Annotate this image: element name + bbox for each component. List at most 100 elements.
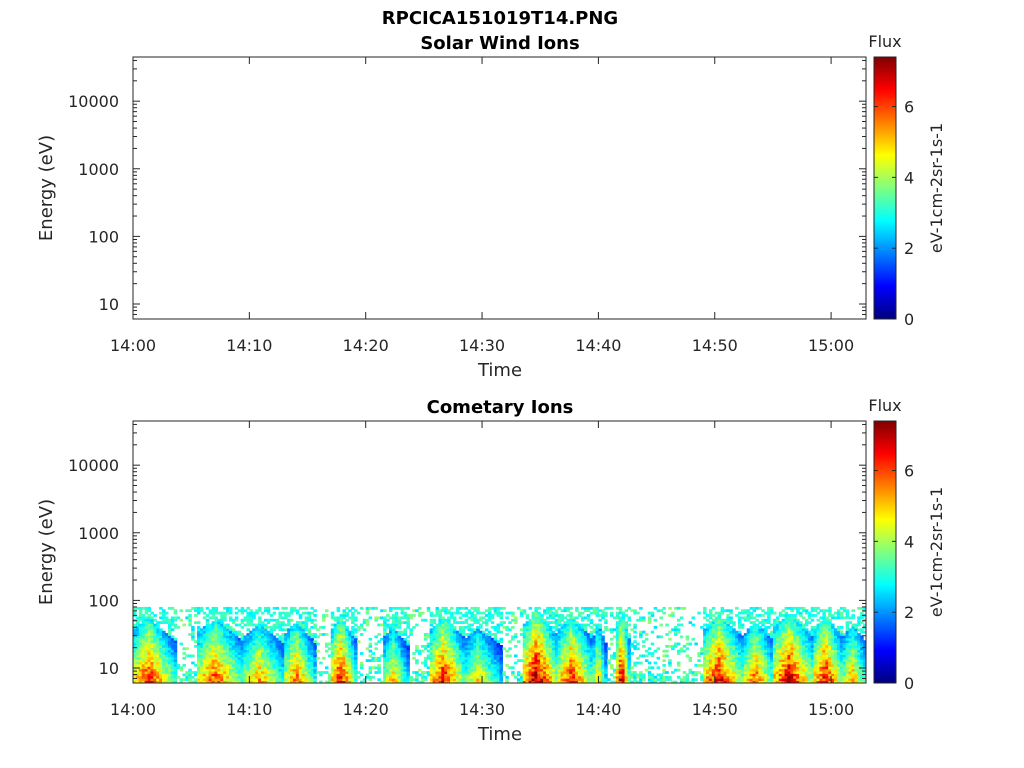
heatmap-cell bbox=[505, 654, 509, 658]
heatmap-cell bbox=[135, 606, 140, 610]
heatmap-cell bbox=[272, 625, 277, 629]
heatmap-cell bbox=[551, 661, 556, 665]
heatmap-cell bbox=[141, 614, 146, 617]
heatmap-cell bbox=[595, 644, 599, 648]
heatmap-cell bbox=[540, 628, 544, 632]
heatmap-cell bbox=[630, 675, 634, 679]
heatmap-cell bbox=[144, 671, 149, 674]
heatmap-cell bbox=[493, 673, 498, 677]
heatmap-cell bbox=[458, 647, 463, 651]
heatmap-cell bbox=[738, 680, 742, 683]
heatmap-cell bbox=[551, 656, 556, 660]
heatmap-cell bbox=[348, 678, 352, 682]
heatmap-cell bbox=[743, 633, 748, 636]
heatmap-cell bbox=[589, 661, 594, 665]
heatmap-cell bbox=[243, 637, 248, 641]
heatmap-cell bbox=[450, 654, 454, 658]
heatmap-cell bbox=[711, 654, 716, 658]
heatmap-cell bbox=[351, 678, 355, 682]
heatmap-cell bbox=[490, 616, 495, 620]
heatmap-cell bbox=[711, 633, 716, 636]
heatmap-cell bbox=[534, 661, 538, 665]
heatmap-cell bbox=[633, 640, 637, 643]
heatmap-cell bbox=[583, 673, 588, 677]
plot-area bbox=[133, 57, 866, 319]
heatmap-cell bbox=[354, 642, 358, 646]
heatmap-cell bbox=[708, 663, 713, 667]
heatmap-cell bbox=[284, 659, 288, 663]
heatmap-cell bbox=[185, 616, 189, 620]
heatmap-cell bbox=[275, 642, 280, 646]
heatmap-cell bbox=[400, 640, 405, 643]
heatmap-cell bbox=[336, 630, 341, 634]
heatmap-cell bbox=[383, 656, 387, 660]
heatmap-cell bbox=[595, 659, 599, 663]
heatmap-cell bbox=[557, 668, 562, 672]
heatmap-cell bbox=[627, 666, 631, 670]
heatmap-cell bbox=[234, 644, 239, 648]
heatmap-cell bbox=[202, 611, 207, 615]
heatmap-cell bbox=[133, 671, 137, 674]
heatmap-cell bbox=[647, 678, 652, 682]
heatmap-cell bbox=[388, 609, 393, 613]
heatmap-cell bbox=[435, 640, 440, 643]
heatmap-cell bbox=[746, 609, 751, 613]
heatmap-cell bbox=[159, 628, 163, 632]
heatmap-cell bbox=[572, 635, 576, 639]
heatmap-cell bbox=[324, 666, 329, 670]
heatmap-cell bbox=[607, 678, 611, 682]
heatmap-cell bbox=[377, 656, 381, 660]
heatmap-cell bbox=[167, 652, 172, 655]
heatmap-cell bbox=[211, 625, 216, 629]
heatmap-cell bbox=[479, 649, 483, 653]
heatmap-cell bbox=[199, 640, 204, 643]
heatmap-cell bbox=[339, 654, 344, 658]
heatmap-cell bbox=[234, 666, 239, 670]
heatmap-cell bbox=[196, 644, 201, 648]
heatmap-cell bbox=[522, 663, 527, 667]
heatmap-cell bbox=[397, 678, 402, 682]
heatmap-cell bbox=[281, 654, 285, 658]
heatmap-cell bbox=[226, 668, 230, 672]
heatmap-cell bbox=[173, 623, 178, 627]
heatmap-cell bbox=[165, 621, 169, 624]
heatmap-cell bbox=[575, 640, 579, 643]
heatmap-cell bbox=[310, 647, 314, 651]
heatmap-cell bbox=[188, 609, 192, 613]
heatmap-cell bbox=[231, 671, 236, 674]
heatmap-cell bbox=[147, 609, 152, 613]
heatmap-cell bbox=[138, 640, 143, 643]
heatmap-cell bbox=[554, 656, 559, 660]
heatmap-cell bbox=[194, 673, 198, 677]
heatmap-cell bbox=[473, 666, 477, 670]
heatmap-cell bbox=[700, 625, 704, 629]
heatmap-cell bbox=[403, 668, 408, 672]
heatmap-cell bbox=[755, 649, 759, 653]
heatmap-cell bbox=[412, 656, 416, 660]
heatmap-cell bbox=[551, 673, 556, 677]
heatmap-cell bbox=[220, 633, 224, 636]
heatmap-cell bbox=[205, 606, 210, 610]
heatmap-cell bbox=[162, 656, 166, 660]
heatmap-cell bbox=[339, 671, 344, 674]
heatmap-cell bbox=[758, 642, 762, 646]
heatmap-cell bbox=[383, 668, 387, 672]
heatmap-cell bbox=[464, 606, 469, 610]
heatmap-cell bbox=[586, 652, 591, 655]
heatmap-cell bbox=[479, 647, 483, 651]
heatmap-cell bbox=[586, 671, 591, 674]
heatmap-cell bbox=[618, 621, 623, 624]
heatmap-cell bbox=[447, 647, 451, 651]
heatmap-cell bbox=[726, 668, 730, 672]
heatmap-cell bbox=[528, 647, 533, 651]
heatmap-cell bbox=[484, 659, 489, 663]
heatmap-cell bbox=[726, 661, 730, 665]
heatmap-cell bbox=[749, 635, 754, 639]
heatmap-cell bbox=[269, 671, 274, 674]
heatmap-cell bbox=[162, 635, 166, 639]
heatmap-cell bbox=[615, 640, 620, 643]
heatmap-cell bbox=[316, 635, 320, 639]
heatmap-cell bbox=[694, 642, 698, 646]
heatmap-cell bbox=[435, 678, 440, 682]
heatmap-cell bbox=[397, 637, 402, 641]
